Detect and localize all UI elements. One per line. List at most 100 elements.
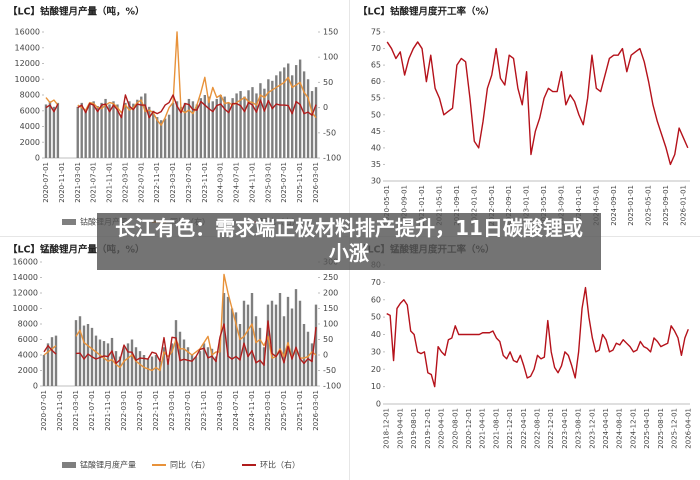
bar: [279, 71, 282, 158]
x-tick-label: 2024-08-01: [616, 408, 624, 449]
y-tick-label: 12000: [15, 59, 40, 68]
bar: [46, 343, 50, 386]
bar: [274, 304, 278, 386]
bar: [314, 304, 318, 386]
x-tick-label: 2023-07-01: [184, 390, 192, 431]
x-tick-label: 2021-05-01: [435, 185, 443, 226]
bar: [120, 114, 123, 158]
y-tick-label: 70: [371, 278, 381, 287]
bar: [140, 96, 143, 158]
bar: [175, 101, 179, 158]
bar: [231, 98, 234, 158]
bar: [94, 335, 98, 386]
y2-tick-label: -100: [323, 382, 341, 391]
bar: [203, 95, 207, 158]
y2-tick-label: -100: [323, 154, 341, 163]
x-tick-label: 2025-08-01: [657, 408, 665, 449]
x-tick-label: 2023-12-01: [588, 408, 596, 449]
bar: [54, 335, 58, 386]
bar: [283, 67, 286, 158]
x-tick-label: 2021-09-01: [453, 185, 461, 226]
bar: [134, 347, 138, 386]
y-tick-label: 2000: [18, 366, 38, 375]
y-tick-label: 12000: [13, 289, 38, 298]
y-tick-label: 45: [371, 127, 381, 136]
bar: [88, 104, 91, 158]
bar: [118, 356, 122, 386]
bar: [263, 88, 266, 158]
y-tick-label: 2000: [20, 138, 40, 147]
legend-label: 环比（右）: [260, 460, 300, 470]
y-tick-label: 60: [371, 77, 381, 86]
x-tick-label: 2024-03-01: [217, 162, 225, 203]
x-tick-label: 2024-11-01: [248, 162, 256, 203]
bar: [302, 71, 306, 158]
y2-tick-label: 150: [323, 304, 338, 313]
x-tick-label: 2022-08-01: [534, 408, 542, 449]
y-tick-label: 65: [371, 61, 381, 70]
bar: [194, 356, 198, 386]
x-tick-label: 2023-08-01: [575, 408, 583, 449]
x-tick-label: 2022-07-01: [137, 162, 145, 203]
y-tick-label: 8000: [18, 320, 38, 329]
bar: [170, 343, 174, 386]
x-tick-label: 2022-07-01: [136, 390, 144, 431]
y2-tick-label: 0: [323, 103, 328, 112]
x-tick-label: 2024-12-01: [629, 408, 637, 449]
bar: [222, 293, 226, 386]
bar: [52, 106, 56, 158]
bar: [158, 361, 162, 386]
bar: [198, 351, 202, 386]
bar: [234, 312, 238, 386]
bar: [294, 65, 298, 158]
bar: [182, 339, 186, 386]
y-tick-label: 8000: [20, 91, 40, 100]
y2-tick-label: -50: [323, 366, 336, 375]
x-tick-label: 2025-01-01: [627, 185, 635, 226]
bar: [106, 343, 110, 386]
bar: [136, 99, 139, 158]
legend-label: 锰酸锂月度产量: [80, 460, 136, 470]
bar: [144, 93, 147, 158]
bar: [243, 96, 246, 158]
bar: [128, 101, 131, 158]
bar: [48, 101, 52, 158]
bar: [174, 320, 178, 386]
x-tick-label: 2022-11-01: [152, 390, 160, 431]
x-tick-label: 2023-09-01: [557, 185, 565, 226]
bar: [223, 96, 226, 158]
bar: [80, 102, 83, 158]
x-tick-label: 2023-05-01: [540, 185, 548, 226]
y-tick-label: 55: [371, 94, 381, 103]
y-tick-label: 30: [371, 347, 381, 356]
x-tick-label: 2019-04-01: [396, 408, 404, 449]
bar: [104, 98, 107, 158]
bar: [211, 101, 214, 158]
line-series: [386, 41, 689, 166]
bar: [116, 104, 119, 158]
y-tick-label: 6000: [18, 335, 38, 344]
bar: [259, 83, 262, 158]
x-tick-label: 2022-03-01: [120, 390, 128, 431]
x-tick-label: 2021-01-01: [418, 185, 426, 226]
bar: [152, 110, 155, 158]
x-tick-label: 2023-11-01: [200, 390, 208, 431]
bar: [286, 296, 290, 386]
y-tick-label: 10: [371, 382, 381, 391]
bar: [218, 339, 222, 386]
y-tick-label: 40: [371, 143, 381, 152]
x-tick-label: 2020-11-01: [56, 390, 64, 431]
bar: [162, 347, 166, 386]
bar: [298, 300, 302, 386]
bar: [195, 104, 199, 158]
x-tick-label: 2024-07-01: [232, 390, 240, 431]
x-tick-label: 2020-07-01: [42, 162, 50, 203]
y-tick-label: 50: [371, 313, 381, 322]
y-tick-label: 35: [371, 160, 381, 169]
bar: [202, 343, 206, 386]
bar: [130, 339, 134, 386]
x-tick-label: 2021-03-01: [74, 162, 82, 203]
bar: [278, 293, 282, 386]
y2-tick-label: -50: [323, 128, 336, 137]
bar: [179, 106, 183, 158]
